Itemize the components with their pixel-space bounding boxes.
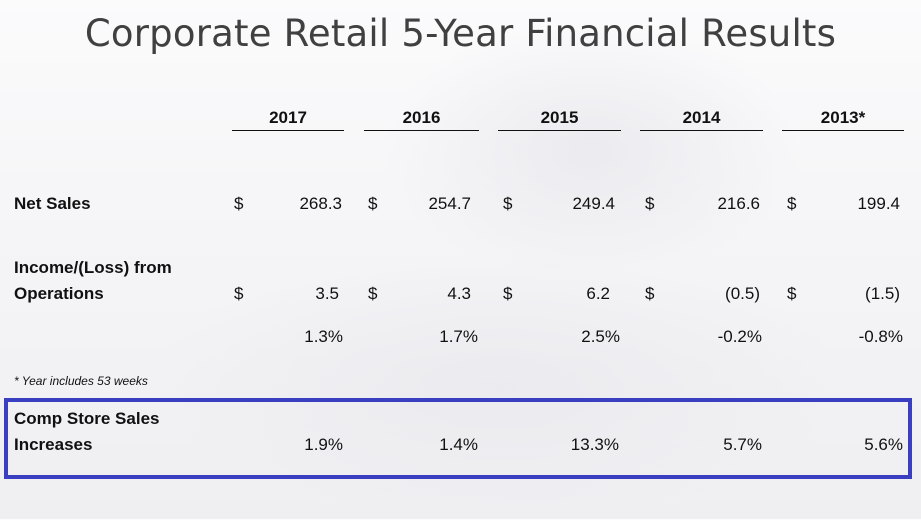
income-2017: 3.5 xyxy=(315,284,339,303)
net-sales-label: Net Sales xyxy=(14,194,91,213)
income-label-line1: Income/(Loss) from xyxy=(14,258,172,277)
background-photo xyxy=(380,20,800,280)
year-header-2014: 2014 xyxy=(640,108,763,131)
currency-symbol: $ xyxy=(368,284,378,303)
comp-store-2014: 5.7% xyxy=(723,435,762,454)
net-sales-2014: 216.6 xyxy=(717,194,760,213)
net-sales-2013: 199.4 xyxy=(857,194,900,213)
currency-symbol: $ xyxy=(503,194,513,213)
income-2013: (1.5) xyxy=(865,284,900,303)
slide-title: Corporate Retail 5-Year Financial Result… xyxy=(84,12,837,55)
highlight-box xyxy=(4,398,912,479)
comp-store-2015: 13.3% xyxy=(570,435,619,454)
income-pct-2016: 1.7% xyxy=(439,327,478,346)
comp-store-2013: 5.6% xyxy=(864,435,903,454)
currency-symbol: $ xyxy=(234,194,244,213)
net-sales-2015: 249.4 xyxy=(572,194,615,213)
comp-store-2016: 1.4% xyxy=(439,435,478,454)
income-pct-2013: -0.8% xyxy=(858,327,903,346)
income-2014: (0.5) xyxy=(725,284,760,303)
currency-symbol: $ xyxy=(645,194,655,213)
year-header-2017: 2017 xyxy=(232,108,344,131)
currency-symbol: $ xyxy=(234,284,244,303)
currency-symbol: $ xyxy=(645,284,655,303)
currency-symbol: $ xyxy=(368,194,378,213)
comp-store-label-line1: Comp Store Sales xyxy=(14,409,160,428)
comp-store-2017: 1.9% xyxy=(304,435,343,454)
income-2015: 6.2 xyxy=(586,284,610,303)
net-sales-2017: 268.3 xyxy=(299,194,342,213)
income-pct-2014: -0.2% xyxy=(717,327,762,346)
year-header-2016: 2016 xyxy=(364,108,479,131)
footnote: * Year includes 53 weeks xyxy=(14,374,148,388)
income-2016: 4.3 xyxy=(447,284,471,303)
currency-symbol: $ xyxy=(503,284,513,303)
currency-symbol: $ xyxy=(787,284,797,303)
income-label-line2: Operations xyxy=(14,284,104,303)
year-header-2015: 2015 xyxy=(498,108,621,131)
income-pct-2017: 1.3% xyxy=(304,327,343,346)
currency-symbol: $ xyxy=(787,194,797,213)
year-header-2013: 2013* xyxy=(782,108,904,131)
net-sales-2016: 254.7 xyxy=(428,194,471,213)
income-pct-2015: 2.5% xyxy=(581,327,620,346)
comp-store-label-line2: Increases xyxy=(14,435,93,454)
